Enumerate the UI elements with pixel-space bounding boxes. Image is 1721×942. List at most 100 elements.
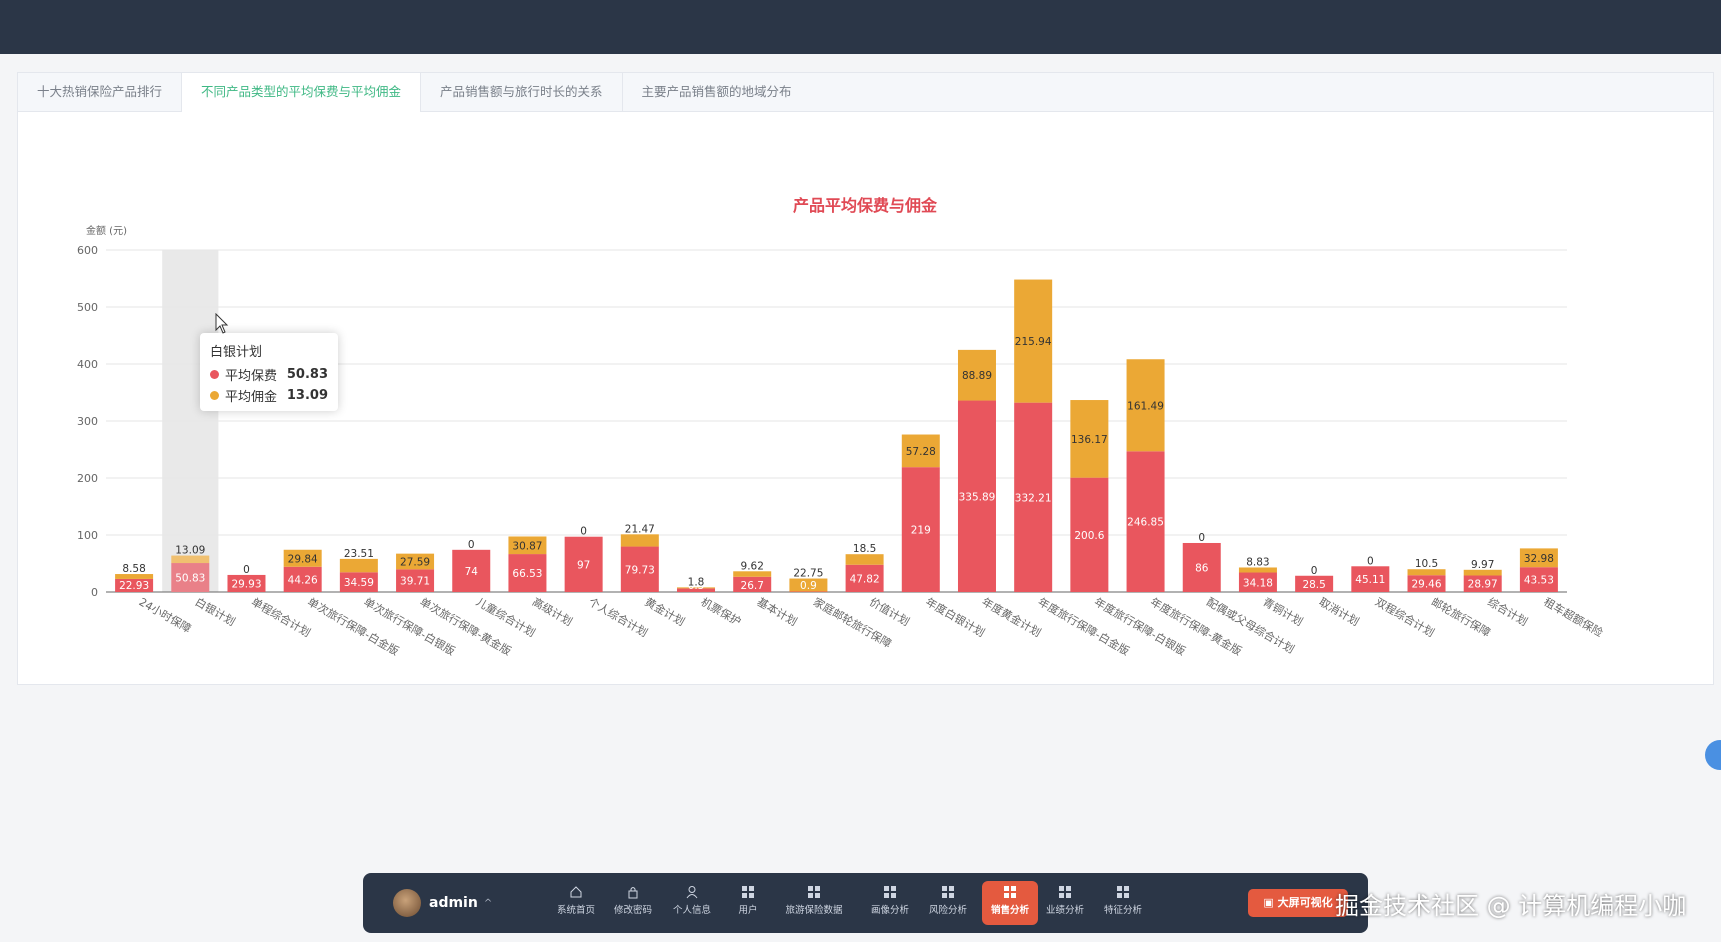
side-float-button[interactable] bbox=[1705, 740, 1721, 770]
bar-premium-value-label: 66.53 bbox=[512, 568, 542, 580]
big-screen-button[interactable]: ▣ 大屏可视化 bbox=[1248, 889, 1348, 917]
bar-premium bbox=[1519, 567, 1558, 592]
dock-item[interactable]: 个人信息 bbox=[669, 881, 715, 925]
bar-commission-value-label: 0 bbox=[1198, 532, 1205, 544]
y-axis-label: 金额 (元) bbox=[86, 224, 127, 237]
bar-premium bbox=[1014, 402, 1053, 592]
bar-premium bbox=[564, 536, 603, 592]
y-tick-label: 600 bbox=[77, 244, 98, 257]
username: admin bbox=[429, 895, 478, 911]
dock-item-label: 旅游保险数据 bbox=[785, 905, 843, 916]
bar-commission bbox=[339, 558, 378, 573]
bar-premium-value-label: 28.5 bbox=[1302, 579, 1325, 591]
dock-item[interactable]: 业绩分析 bbox=[1042, 881, 1088, 925]
bar-commission bbox=[1238, 567, 1277, 573]
x-tick-label: 年度旅行保障-白金版 bbox=[1036, 594, 1132, 658]
x-tick-label: 单程综合计划 bbox=[249, 594, 313, 639]
dock-item[interactable]: 修改密码 bbox=[610, 881, 656, 925]
x-tick-label: 价值计划 bbox=[867, 595, 912, 628]
tab-top10-products[interactable]: 十大热销保险产品排行 bbox=[18, 73, 183, 111]
bar-premium bbox=[620, 546, 659, 592]
tooltip-series-name: 平均佣金 bbox=[225, 390, 278, 405]
dock-item[interactable]: 特征分析 bbox=[1100, 881, 1146, 925]
bar-commission bbox=[508, 536, 547, 555]
bar-premium bbox=[677, 588, 716, 592]
top-bar bbox=[0, 0, 1721, 54]
tooltip-title: 白银计划 bbox=[210, 345, 263, 360]
bar-commission-value-label: 8.58 bbox=[122, 563, 145, 575]
x-tick-label: 取消计划 bbox=[1317, 594, 1362, 628]
dock-item[interactable]: 旅游保险数据 bbox=[780, 881, 848, 925]
bar-premium-value-label: 332.21 bbox=[1015, 492, 1052, 504]
bar-commission bbox=[1519, 548, 1558, 568]
x-tick-label: 机票保护 bbox=[699, 594, 744, 628]
bar-premium-value-label: 97 bbox=[577, 559, 590, 571]
bar-premium bbox=[115, 578, 154, 592]
mouse-pointer-icon bbox=[215, 313, 229, 334]
tab-avg-premium-commission[interactable]: 不同产品类型的平均保费与平均佣金 bbox=[182, 73, 422, 112]
bar-commission bbox=[171, 555, 210, 564]
dock-item[interactable]: 风险分析 bbox=[925, 881, 971, 925]
user-menu[interactable]: admin ^ bbox=[393, 889, 492, 917]
y-tick-label: 100 bbox=[77, 529, 98, 542]
bar-premium bbox=[1238, 572, 1277, 592]
bar-premium bbox=[171, 563, 210, 592]
y-tick-label: 0 bbox=[91, 586, 98, 599]
bar-premium bbox=[227, 574, 266, 592]
dock-item[interactable]: 用户 bbox=[728, 881, 768, 925]
dock-item-label: 修改密码 bbox=[613, 905, 652, 916]
bar-premium-value-label: 0.9 bbox=[800, 580, 817, 592]
dock-item-label: 特征分析 bbox=[1103, 905, 1142, 916]
y-tick-label: 500 bbox=[77, 301, 98, 314]
bar-premium-value-label: 43.53 bbox=[1524, 575, 1554, 587]
bar-commission bbox=[789, 578, 828, 592]
dock-item-label: 系统首页 bbox=[556, 905, 595, 916]
bar-commission bbox=[957, 349, 996, 401]
bar-commission-value-label: 57.28 bbox=[906, 446, 936, 458]
bar-premium bbox=[1070, 477, 1109, 592]
bar-premium-value-label: 246.85 bbox=[1127, 517, 1164, 529]
bar-commission-value-label: 9.62 bbox=[741, 560, 764, 572]
bar-premium bbox=[1463, 575, 1502, 592]
bar-commission bbox=[283, 549, 322, 567]
x-tick-label: 年度旅行保障-黄金版 bbox=[1148, 594, 1244, 658]
bar-premium-value-label: 22.93 bbox=[119, 580, 149, 592]
x-tick-label: 基本计划 bbox=[755, 594, 800, 628]
bar-premium-value-label: 335.89 bbox=[959, 491, 996, 503]
bar-premium-value-label: 200.6 bbox=[1074, 530, 1104, 542]
bar-commission-value-label: 0 bbox=[1367, 555, 1374, 567]
tab-sales-vs-duration[interactable]: 产品销售额与旅行时长的关系 bbox=[421, 73, 623, 111]
chart-title: 产品平均保费与佣金 bbox=[793, 196, 938, 215]
bar-commission bbox=[1126, 359, 1165, 452]
x-tick-label: 年度黄金计划 bbox=[979, 594, 1043, 639]
x-tick-label: 白银计划 bbox=[193, 594, 238, 628]
y-tick-label: 300 bbox=[77, 415, 98, 428]
bar-commission bbox=[1014, 279, 1053, 403]
bar-commission-value-label: 0 bbox=[580, 526, 587, 538]
bar-commission-value-label: 30.87 bbox=[512, 540, 542, 552]
bar-commission-value-label: 21.47 bbox=[625, 523, 655, 535]
bar-commission-value-label: 0 bbox=[243, 564, 250, 576]
bar-premium bbox=[1182, 542, 1221, 592]
bar-premium bbox=[508, 554, 547, 592]
grid-icon bbox=[942, 886, 954, 898]
x-tick-label: 24小时保障 bbox=[137, 594, 194, 635]
bar-commission bbox=[677, 587, 716, 589]
dock-item[interactable]: 销售分析 bbox=[982, 881, 1038, 925]
x-tick-label: 综合计划 bbox=[1485, 594, 1530, 628]
bar-premium-value-label: 29.46 bbox=[1411, 579, 1441, 591]
dock-item[interactable]: 画像分析 bbox=[867, 881, 913, 925]
x-tick-label: 个人综合计划 bbox=[586, 594, 650, 639]
tab-regional-sales[interactable]: 主要产品销售额的地域分布 bbox=[641, 84, 792, 99]
bar-premium bbox=[339, 572, 378, 592]
x-tick-label: 黄金计划 bbox=[642, 594, 687, 628]
bar-premium bbox=[1407, 575, 1446, 592]
bar-commission-value-label: 1.8 bbox=[688, 576, 705, 588]
bar-premium bbox=[283, 566, 322, 592]
bar-commission-value-label: 29.84 bbox=[288, 553, 318, 565]
chart-panel: 十大热销保险产品排行 不同产品类型的平均保费与平均佣金 产品销售额与旅行时长的关… bbox=[17, 72, 1714, 685]
bar-premium-value-label: 26.7 bbox=[741, 580, 764, 592]
dock-item[interactable]: 系统首页 bbox=[553, 881, 599, 925]
bar-commission-value-label: 215.94 bbox=[1015, 336, 1052, 348]
